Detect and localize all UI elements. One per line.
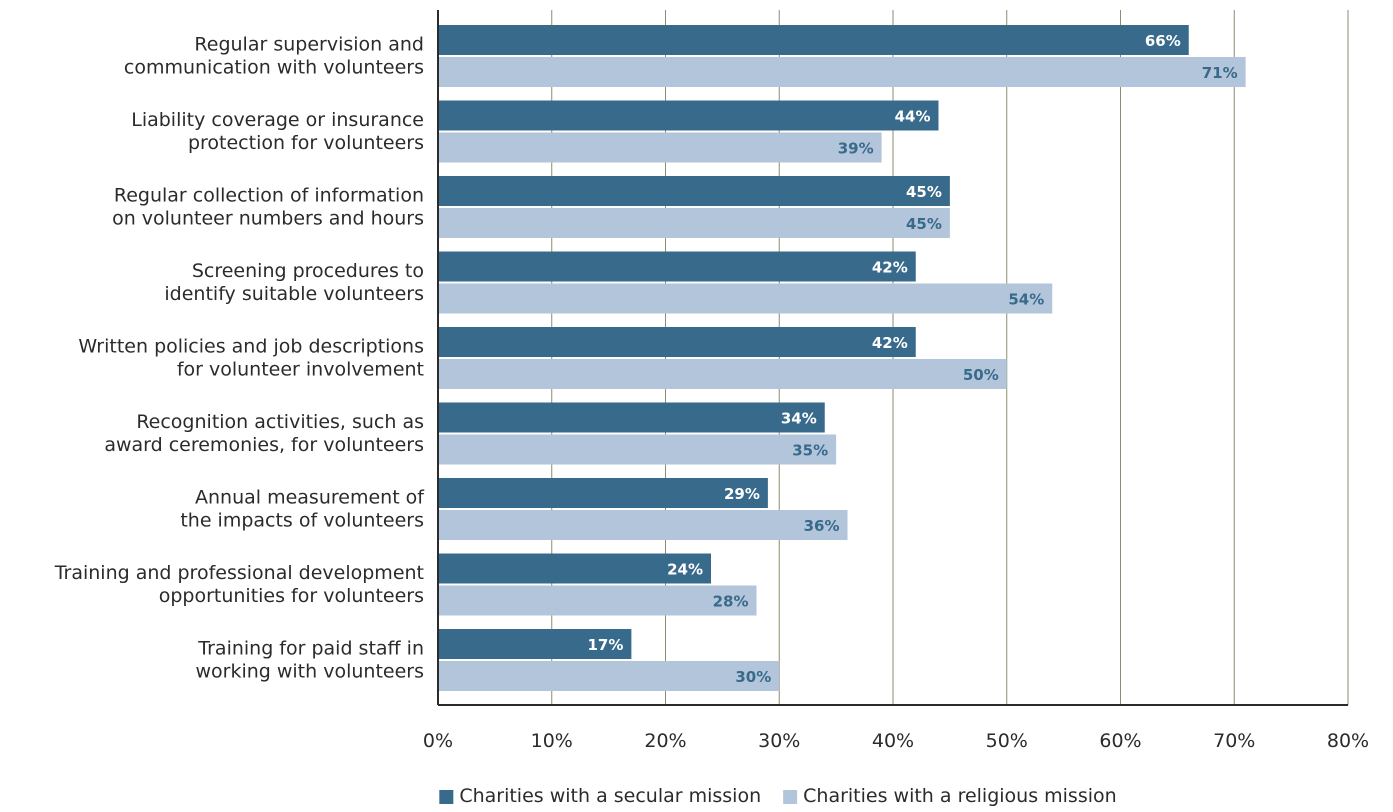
bar-s0-c1 bbox=[438, 100, 939, 131]
x-tick-label-0: 0% bbox=[423, 730, 453, 752]
data-label-s0-c1: 44% bbox=[895, 108, 931, 126]
data-label-s1-c1: 39% bbox=[838, 140, 874, 158]
category-label-7-line-0: Training and professional development bbox=[54, 562, 424, 584]
data-label-s0-c5: 34% bbox=[781, 410, 817, 428]
data-label-s1-c5: 35% bbox=[792, 442, 828, 460]
data-label-s0-c3: 42% bbox=[872, 259, 908, 277]
data-label-s1-c2: 45% bbox=[906, 215, 942, 233]
data-label-s0-c0: 66% bbox=[1145, 32, 1181, 50]
category-label-0-line-0: Regular supervision and bbox=[194, 34, 424, 56]
category-label-2-line-1: on volunteer numbers and hours bbox=[112, 208, 424, 230]
category-label-5-line-1: award ceremonies, for volunteers bbox=[104, 434, 424, 456]
bar-s1-c3 bbox=[438, 283, 1053, 314]
bar-s1-c5 bbox=[438, 434, 837, 465]
bar-s0-c2 bbox=[438, 176, 950, 206]
x-tick-label-40: 40% bbox=[872, 730, 914, 752]
x-tick-label-60: 60% bbox=[1099, 730, 1141, 752]
category-label-8-line-0: Training for paid staff in bbox=[197, 638, 424, 660]
x-tick-label-10: 10% bbox=[531, 730, 573, 752]
bar-s0-c5 bbox=[438, 402, 825, 433]
category-label-6-line-0: Annual measurement of bbox=[195, 487, 425, 509]
axes bbox=[437, 10, 1348, 706]
category-label-3-line-1: identify suitable volunteers bbox=[164, 283, 424, 305]
bar-s1-c0 bbox=[438, 57, 1246, 87]
legend-label-1: Charities with a religious mission bbox=[803, 785, 1117, 807]
bar-s1-c2 bbox=[438, 208, 950, 238]
bar-s1-c8 bbox=[438, 661, 780, 691]
category-label-7-line-1: opportunities for volunteers bbox=[159, 585, 424, 607]
x-tick-label-30: 30% bbox=[758, 730, 800, 752]
category-label-4-line-0: Written policies and job descriptions bbox=[78, 336, 424, 358]
data-label-s1-c4: 50% bbox=[963, 366, 999, 384]
bar-s0-c3 bbox=[438, 251, 916, 282]
x-tick-labels: 0% 10% 20% 30% 40% 50% 60% 70% 80% bbox=[423, 730, 1369, 752]
category-label-2-line-0: Regular collection of information bbox=[114, 185, 424, 207]
bar-s0-c6 bbox=[438, 478, 768, 508]
category-label-8-line-1: working with volunteers bbox=[195, 661, 424, 683]
category-label-1-line-0: Liability coverage or insurance bbox=[131, 109, 424, 131]
bar-s0-c4 bbox=[438, 327, 916, 357]
bar-s1-c1 bbox=[438, 132, 882, 163]
data-label-s0-c6: 29% bbox=[724, 485, 760, 503]
data-label-s0-c7: 24% bbox=[667, 561, 703, 579]
category-label-1-line-1: protection for volunteers bbox=[188, 132, 424, 154]
data-label-s1-c0: 71% bbox=[1202, 64, 1238, 82]
x-tick-label-80: 80% bbox=[1327, 730, 1369, 752]
bar-s0-c8 bbox=[438, 629, 632, 659]
legend-item-0: Charities with a secular mission bbox=[439, 785, 761, 807]
data-label-s0-c8: 17% bbox=[587, 636, 623, 654]
data-label-s1-c7: 28% bbox=[713, 593, 749, 611]
x-tick-label-50: 50% bbox=[986, 730, 1028, 752]
legend: Charities with a secular mission Charitie… bbox=[439, 785, 1117, 807]
legend-label-0: Charities with a secular mission bbox=[459, 785, 761, 807]
bars: 66% 71% 44% 39% 45% 45% 42% 54% 42% 50% 34% 35% 29% 3… bbox=[438, 25, 1246, 691]
x-tick-label-20: 20% bbox=[644, 730, 686, 752]
category-label-5-line-0: Recognition activities, such as bbox=[136, 411, 424, 433]
bar-s1-c4 bbox=[438, 359, 1007, 389]
legend-item-1: Charities with a religious mission bbox=[783, 785, 1117, 807]
bar-s0-c7 bbox=[438, 553, 711, 584]
data-label-s1-c3: 54% bbox=[1008, 291, 1044, 309]
legend-swatch-0 bbox=[439, 790, 454, 804]
data-label-s0-c4: 42% bbox=[872, 334, 908, 352]
data-label-s1-c6: 36% bbox=[804, 517, 840, 535]
category-label-3-line-0: Screening procedures to bbox=[192, 260, 424, 282]
category-label-0-line-1: communication with volunteers bbox=[124, 57, 424, 79]
legend-swatch-1 bbox=[783, 790, 798, 804]
x-tick-label-70: 70% bbox=[1213, 730, 1255, 752]
category-label-6-line-1: the impacts of volunteers bbox=[180, 510, 424, 532]
category-label-4-line-1: for volunteer involvement bbox=[177, 359, 424, 381]
data-label-s1-c8: 30% bbox=[735, 668, 771, 686]
bar-s1-c7 bbox=[438, 585, 757, 616]
data-label-s0-c2: 45% bbox=[906, 183, 942, 201]
bar-s1-c6 bbox=[438, 510, 848, 540]
bar-s0-c0 bbox=[438, 25, 1189, 55]
